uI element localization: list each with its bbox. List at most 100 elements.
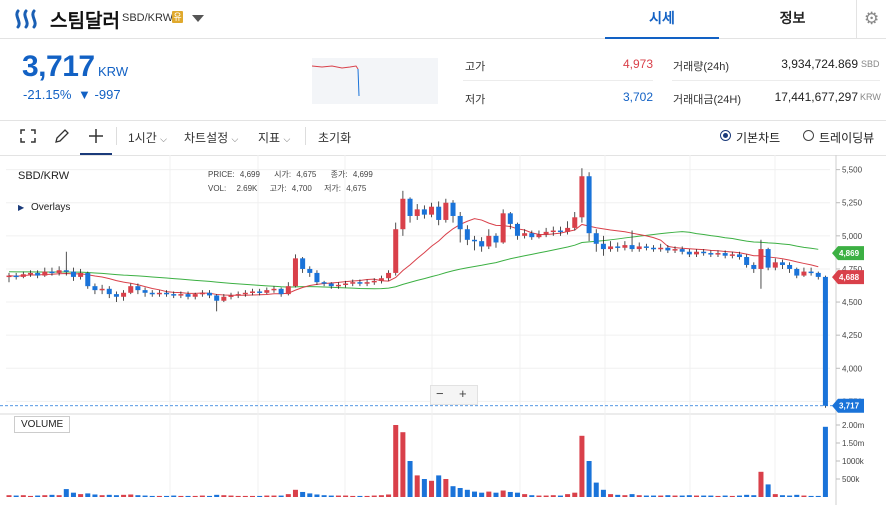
- candle-body: [92, 286, 98, 291]
- candle-body: [608, 246, 614, 250]
- volume-bar: [300, 491, 306, 497]
- volume-bar: [63, 489, 69, 497]
- candle-body: [207, 292, 213, 296]
- high-field-label: 고가:: [269, 184, 287, 193]
- volume-bar: [228, 495, 234, 497]
- volume-value: 3,934,724.869: [781, 57, 858, 71]
- volume-bar: [364, 495, 370, 497]
- volume-bar: [271, 495, 277, 497]
- volume-bar: [658, 495, 664, 497]
- candle-body: [443, 202, 449, 220]
- reset-button[interactable]: 초기화: [318, 131, 352, 145]
- volume-bar: [608, 494, 614, 497]
- tab-info[interactable]: 정보: [779, 10, 806, 26]
- candle-body: [579, 176, 585, 218]
- volume-bar: [357, 495, 363, 497]
- overlays-toggle[interactable]: ▶ Overlays: [18, 202, 70, 213]
- candle-body: [6, 275, 12, 278]
- coin-dropdown-chevron-icon[interactable]: [192, 15, 204, 22]
- steem-logo-icon: [15, 9, 37, 29]
- candle-body: [221, 296, 227, 301]
- fullscreen-icon[interactable]: [20, 129, 36, 143]
- volume-bar: [27, 495, 33, 497]
- volume-bar: [56, 495, 62, 497]
- radio-unselected-icon: [803, 130, 814, 141]
- zoom-in-button[interactable]: +: [459, 386, 467, 401]
- candle-body: [178, 294, 184, 296]
- volume-bar: [565, 494, 571, 497]
- candle-body: [436, 206, 442, 220]
- volume-bar: [106, 494, 112, 497]
- volume-bar: [779, 495, 785, 497]
- volume-bar: [672, 495, 678, 497]
- volume-bar: [758, 471, 764, 497]
- zoom-controls: − +: [430, 385, 478, 405]
- volume-bar: [70, 492, 76, 497]
- volume-bar: [536, 495, 542, 497]
- candle-body: [386, 272, 392, 279]
- candle-body: [464, 229, 470, 240]
- coin-name: 스팀달러: [50, 11, 120, 32]
- volume-bar: [772, 494, 778, 497]
- volume-bar: [507, 491, 513, 497]
- candle-body: [493, 235, 499, 243]
- candle-body: [378, 278, 384, 281]
- candle-body: [257, 291, 263, 293]
- volume-bar: [715, 495, 721, 497]
- volume-bar: [636, 495, 642, 497]
- candle-body: [658, 247, 664, 250]
- trading-view-label: 트레이딩뷰: [819, 131, 875, 145]
- candle-body: [557, 230, 563, 233]
- interval-select[interactable]: 1시간 ⌵: [128, 129, 167, 146]
- volume-bar: [407, 461, 413, 497]
- price-chart[interactable]: 5,5005,2505,0004,7504,5004,2504,0003,750…: [0, 155, 886, 505]
- candle-body: [285, 286, 291, 295]
- volume-bar: [429, 480, 435, 497]
- candle-body: [471, 239, 478, 242]
- candle-body: [815, 272, 821, 277]
- volume-bar: [722, 495, 728, 497]
- candle-body: [328, 283, 334, 287]
- chevron-down-icon: ⌵: [231, 134, 239, 144]
- candle-body: [665, 247, 671, 251]
- volume-panel-label: VOLUME: [14, 416, 71, 433]
- volume-bar: [264, 495, 270, 497]
- volume-bar: [328, 495, 334, 497]
- volume-unit: SBD: [861, 59, 880, 69]
- ohlc-row-2: VOL: 2.69K 고가: 4,700 저가: 4,675: [208, 183, 366, 194]
- candle-body: [600, 243, 606, 250]
- toolbar-divider: [116, 127, 117, 145]
- volume-bar: [486, 491, 492, 497]
- gear-icon[interactable]: ⚙: [864, 9, 880, 28]
- volume-bar: [457, 488, 463, 497]
- pencil-icon[interactable]: [54, 128, 70, 144]
- chevron-down-icon: ⌵: [160, 134, 167, 144]
- volume-bar: [643, 495, 649, 497]
- volume-bar: [350, 495, 356, 497]
- candle-body: [393, 229, 399, 273]
- indicators-menu[interactable]: 지표 ⌵: [258, 129, 290, 146]
- volume-bar: [450, 486, 456, 497]
- chart-settings-menu[interactable]: 차트설정 ⌵: [184, 129, 238, 146]
- candle-body: [794, 268, 800, 276]
- candle-body: [307, 268, 313, 273]
- crosshair-tool-button[interactable]: [80, 121, 112, 155]
- candle-body: [149, 292, 155, 295]
- volume-bar: [629, 494, 635, 497]
- toolbar-divider: [305, 127, 306, 145]
- volume-bar: [221, 495, 227, 497]
- volume-bar: [35, 495, 41, 497]
- candle-body: [214, 295, 220, 301]
- tab-price[interactable]: 시세: [605, 0, 719, 39]
- volume-bar: [178, 495, 184, 497]
- caret-right-icon: ▶: [18, 203, 25, 212]
- volume-bar: [593, 482, 599, 497]
- price-tick-label: 4,500: [842, 298, 863, 307]
- volume-bar: [808, 495, 814, 497]
- candle-body: [758, 249, 764, 269]
- candle-body: [113, 294, 119, 297]
- zoom-out-button[interactable]: −: [436, 386, 444, 401]
- candle-body: [271, 288, 277, 291]
- volume-bar: [249, 495, 255, 497]
- volume-bar: [514, 492, 520, 497]
